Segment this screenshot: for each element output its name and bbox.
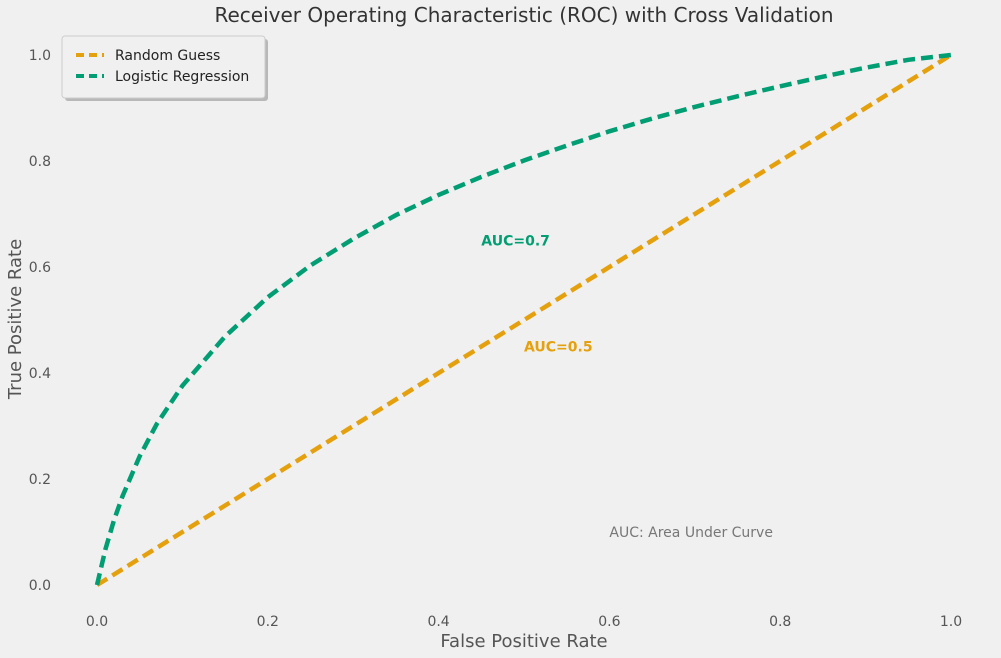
x-tick-label: 0.6: [598, 614, 620, 630]
x-axis-ticks: 0.0 0.2 0.4 0.6 0.8 1.0: [86, 614, 962, 630]
series-layer: [94, 52, 953, 587]
x-tick-label: 0.2: [257, 614, 279, 630]
annotation-label: AUC=0.5: [524, 340, 593, 356]
legend: Random Guess Logistic Regression: [61, 35, 268, 101]
x-tick-label: 0.0: [86, 614, 108, 630]
x-tick-label: 1.0: [940, 614, 962, 630]
x-axis-label: False Positive Rate: [440, 631, 607, 652]
y-tick-label: 1.0: [29, 48, 51, 64]
series-line-random-guess: [95, 53, 953, 587]
y-axis-ticks: 0.0 0.2 0.4 0.6 0.8 1.0: [29, 48, 51, 594]
annotation-label: AUC: Area Under Curve: [609, 525, 773, 541]
legend-label-logistic-regression: Logistic Regression: [115, 69, 249, 85]
x-tick-label: 0.8: [769, 614, 791, 630]
legend-label-random-guess: Random Guess: [115, 48, 220, 64]
chart-title: Receiver Operating Characteristic (ROC) …: [215, 3, 834, 27]
series-line-logistic-regression: [94, 52, 952, 586]
y-tick-label: 0.2: [29, 472, 51, 488]
x-tick-label: 0.4: [427, 614, 449, 630]
y-axis-label: True Positive Rate: [5, 239, 26, 400]
y-tick-label: 0.4: [29, 366, 51, 382]
y-tick-label: 0.0: [29, 578, 51, 594]
annotation-layer: AUC=0.7 AUC=0.5 AUC: Area Under Curve: [481, 234, 773, 542]
y-tick-label: 0.8: [29, 154, 51, 170]
annotation-label: AUC=0.7: [481, 234, 550, 250]
legend-box: [61, 35, 266, 99]
y-tick-label: 0.6: [29, 260, 51, 276]
